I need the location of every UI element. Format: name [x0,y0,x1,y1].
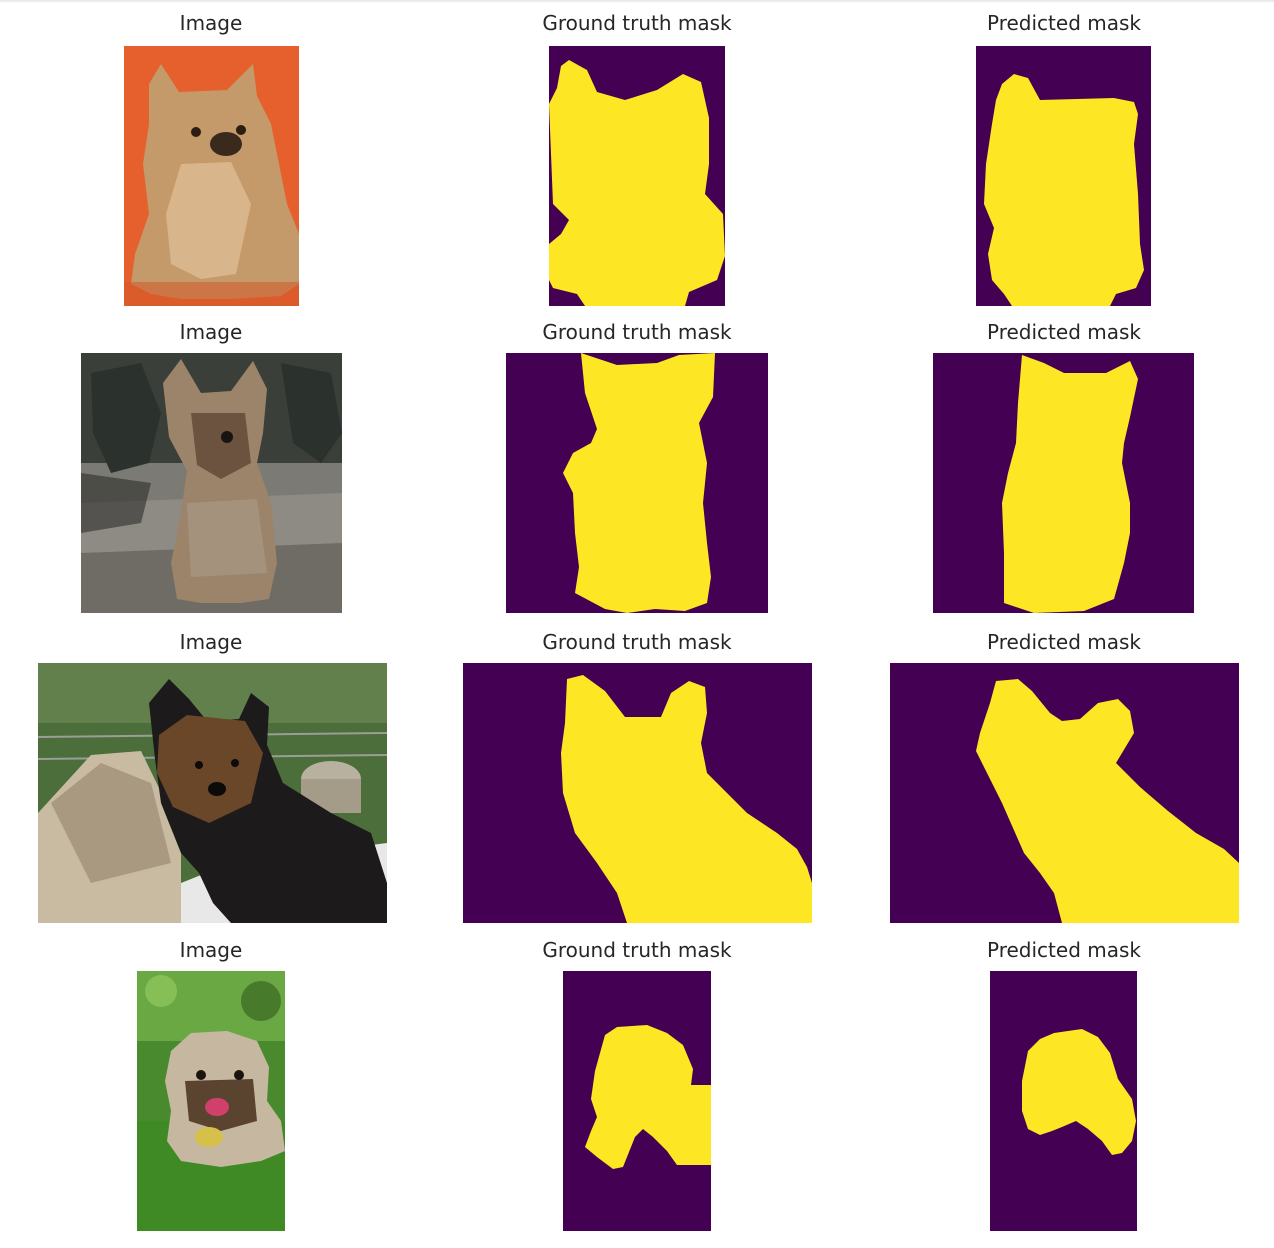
row-3-ground-truth-mask [463,663,812,923]
row-1-predicted-title: Predicted mask [987,11,1141,35]
row-4-predicted-panel: Predicted mask [884,935,1244,1235]
row-1-predicted-panel: Predicted mask [884,8,1244,308]
row-3-image-title: Image [179,630,243,654]
row-2-ground-truth-title: Ground truth mask [542,320,732,344]
top-rule [0,0,1274,3]
row-1-dog-photo [124,46,299,306]
row-1-ground-truth-panel: Ground truth mask [457,8,817,308]
row-3-predicted-title: Predicted mask [987,630,1141,654]
row-4-ground-truth-mask [563,971,711,1231]
row-2-predicted-title: Predicted mask [987,320,1141,344]
row-4-dog-photo [137,971,285,1231]
row-1-ground-truth-mask [549,46,725,306]
row-2-dog-photo [81,353,342,613]
row-1-predicted-mask [976,46,1151,306]
row-3-predicted-panel: Predicted mask [884,627,1244,927]
row-2-image-panel: Image [31,317,391,617]
row-4-image-panel: Image [31,935,391,1235]
row-3-predicted-mask [890,663,1239,923]
row-4-ground-truth-panel: Ground truth mask [457,935,817,1235]
row-4-image-title: Image [179,938,243,962]
row-2-predicted-mask [933,353,1194,613]
row-4-predicted-mask [990,971,1137,1231]
row-1-image-title: Image [179,11,243,35]
row-2-predicted-panel: Predicted mask [884,317,1244,617]
row-1-image-panel: Image [31,8,391,308]
row-4-predicted-title: Predicted mask [987,938,1141,962]
row-3-image-panel: Image [31,627,391,927]
row-3-dog-photo [37,663,388,923]
row-2-ground-truth-panel: Ground truth mask [457,317,817,617]
row-4-ground-truth-title: Ground truth mask [542,938,732,962]
row-2-ground-truth-mask [506,353,768,613]
row-3-ground-truth-panel: Ground truth mask [457,627,817,927]
row-1-ground-truth-title: Ground truth mask [542,11,732,35]
row-3-ground-truth-title: Ground truth mask [542,630,732,654]
row-2-image-title: Image [179,320,243,344]
